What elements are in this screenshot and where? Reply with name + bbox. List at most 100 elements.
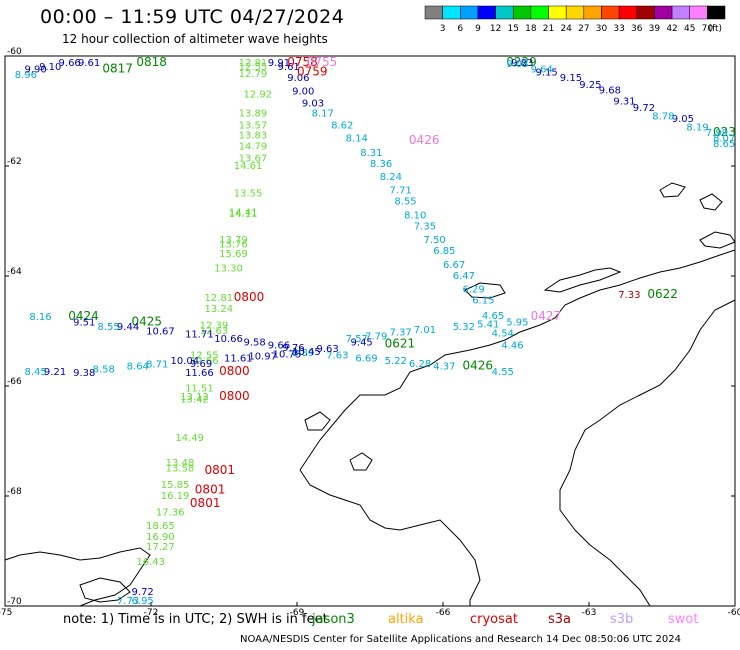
pass-time-label: 0818: [136, 55, 167, 69]
legend-entry-s3a: s3a: [548, 612, 572, 627]
map-frame: [4, 55, 736, 607]
pass-time-label: 0621: [385, 337, 416, 351]
pass-time-label: 0755: [307, 55, 338, 69]
wave-height-label: 9.61: [78, 58, 100, 69]
lat-tick-label: -68: [7, 487, 22, 497]
wave-height-label: 13.12: [180, 392, 209, 403]
wave-height-label: 9.03: [506, 59, 528, 70]
colorbar-label: 18: [525, 24, 537, 34]
wave-height-label: 9.31: [613, 96, 635, 107]
map-title: 00:00 – 11:59 UTC 04/27/2024: [40, 6, 345, 28]
wave-height-label: 9.38: [73, 368, 95, 379]
colorbar-label: 21: [543, 24, 554, 34]
wave-height-label: 9.05: [672, 114, 694, 125]
lat-tick-label: -70: [7, 597, 22, 607]
wave-height-label: 13.57: [239, 121, 268, 132]
axis-tick-labels: -75 -72 -69 -66 -63 -60 -60 -62 -64 -66 -68 -70: [0, 47, 740, 618]
pass-time-label: 0800: [234, 290, 265, 304]
colorbar-label: 9: [475, 24, 481, 34]
wave-height-label: 6.85: [433, 246, 455, 257]
wave-height-label: 12.63: [200, 326, 229, 337]
satellite-legend: jason3 altika cryosat s3a s3b swot: [0, 612, 740, 630]
wave-height-label: 12.39: [200, 320, 229, 331]
wave-height-label: 4.65: [482, 311, 504, 322]
colorbar-label: 30: [596, 24, 608, 34]
wave-height-label: 9.10: [39, 62, 61, 73]
graticule: [4, 55, 736, 607]
wave-height-label: 7.01: [414, 325, 436, 336]
pass-time-label: 0758: [287, 55, 318, 69]
wave-height-label: 9.83: [511, 58, 533, 69]
wave-height-label: 12.92: [243, 89, 272, 100]
wave-height-label: 13.30: [214, 264, 243, 275]
wave-height-label: 8.16: [29, 312, 51, 323]
wave-height-label: 9.66: [59, 58, 81, 69]
wave-height-label: 8.17: [312, 109, 334, 120]
colorbar-unit: (ft): [708, 24, 722, 34]
lat-tick-label: -62: [7, 157, 22, 167]
wave-height-label: 8.19: [686, 122, 708, 133]
wave-height-label: 17.27: [146, 542, 175, 553]
wave-height-label: 8.58: [93, 364, 115, 375]
wave-height-label: 6.29: [462, 285, 484, 296]
wave-height-label: 6.67: [443, 260, 465, 271]
colorbar-label: 3: [440, 24, 446, 34]
wave-height-label: 9.63: [316, 344, 338, 355]
pass-time-label: 0801: [205, 463, 236, 477]
wave-height-label: 6.69: [355, 353, 377, 364]
pass-time-label: 023: [713, 125, 736, 139]
colorbar-label: 6: [457, 24, 463, 34]
wave-height-label: 11.66: [185, 368, 214, 379]
lon-tick-label: -72: [144, 608, 159, 618]
credit-line: NOAA/NESDIS Center for Satellite Applica…: [240, 634, 682, 645]
coastline: [4, 182, 736, 607]
pass-time-label: 0622: [647, 287, 678, 301]
wave-height-label: 8.71: [146, 359, 168, 370]
wave-height-label: 14.49: [175, 433, 204, 444]
wave-height-label: 10.04: [170, 356, 199, 367]
wave-height-label: 9.58: [243, 337, 265, 348]
wave-height-label: 14.41: [229, 208, 258, 219]
wave-height-label: 14.61: [234, 161, 263, 172]
wave-height-label: 6.47: [453, 271, 475, 282]
wave-height-label: 8.55: [97, 322, 119, 333]
footnote: note: 1) Time is in UTC; 2) SWH is in fe…: [63, 612, 328, 627]
wave-height-label: 9.68: [599, 85, 621, 96]
wave-height-label: 9.64: [531, 65, 553, 76]
wave-height-label: 12.55: [190, 351, 219, 362]
lat-tick-label: -66: [7, 377, 22, 387]
pass-time-label: 0759: [297, 64, 328, 78]
legend-entry-jason3: jason3: [312, 612, 355, 627]
wave-height-label: 8.31: [360, 148, 382, 159]
wave-height-label: 12.79: [239, 69, 268, 80]
legend-entry-swot: swot: [668, 612, 699, 627]
wave-height-label: 7.73: [117, 596, 139, 607]
wave-height-label: 10.45: [292, 347, 321, 358]
colorbar-label: 24: [560, 24, 572, 34]
wave-height-label: 9.72: [132, 587, 154, 598]
wave-height-label: 7.63: [326, 351, 348, 362]
wave-height-label: 9.66: [268, 341, 290, 352]
lon-tick-label: -69: [290, 608, 305, 618]
colorbar-label: 39: [649, 24, 661, 34]
colorbar-label: 45: [684, 24, 695, 34]
wave-height-label: 7.71: [389, 186, 411, 197]
colorbar-label: 15: [508, 24, 519, 34]
pass-time-label: 0801: [190, 496, 221, 510]
wave-height-label: 9.45: [351, 337, 373, 348]
wave-height-label: 12.55: [239, 62, 268, 73]
wave-height-label: 16.43: [136, 557, 165, 568]
wave-height-label: 7.79: [365, 331, 387, 342]
wave-height-label: 4.54: [492, 329, 514, 340]
wave-height-label: 9.21: [44, 367, 66, 378]
legend-entry-cryosat: cryosat: [470, 612, 518, 627]
wave-height-label: 13.48: [166, 458, 195, 469]
wave-height-label: 4.46: [501, 341, 523, 352]
wave-height-label: 10.67: [146, 326, 175, 337]
wave-height-label: 8.62: [331, 121, 353, 132]
wave-height-label: 8.45: [24, 367, 46, 378]
wave-height-label: 8.65: [713, 139, 735, 150]
wave-height-label: 8.07: [713, 133, 735, 144]
wave-height-label: 4.37: [433, 362, 455, 373]
wave-height-label: 18.65: [146, 521, 175, 532]
